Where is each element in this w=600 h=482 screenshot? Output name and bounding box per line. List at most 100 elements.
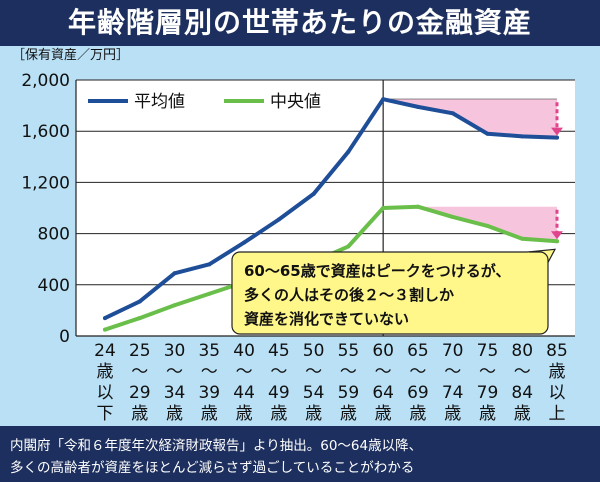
decline-arrow-head (551, 231, 563, 240)
annotation-callout: 60～65歳で資産はピークをつけるが、多くの人はその後２～３割しか資産を消化でき… (231, 248, 557, 335)
x-tick-label: 40～44歳 (233, 341, 255, 424)
legend-label: 中央値 (270, 92, 321, 112)
annotation-line: 多くの人はその後２～３割しか (244, 286, 454, 304)
data-point (381, 97, 386, 102)
decline-arrow-head (551, 127, 563, 136)
x-tick-label: 65～69歳 (407, 341, 429, 424)
annotation-line: 資産を消化できていない (244, 310, 409, 328)
data-point (207, 291, 212, 296)
average-decline-area (383, 99, 557, 138)
x-tick-label: 30～34歳 (164, 341, 186, 424)
data-point (242, 240, 247, 245)
note-line-2: 多くの高齢者が資産をほとんど減らさず過ごしていることがわかる (10, 460, 415, 476)
data-point (346, 244, 351, 249)
x-tick-part: 65 (407, 341, 429, 361)
data-point (415, 204, 420, 209)
x-tick-part: 30 (164, 341, 186, 361)
x-tick-part: 歳 (201, 404, 218, 424)
x-tick-part: 79 (477, 383, 499, 403)
x-tick-part: ～ (409, 362, 426, 382)
x-tick-part: 歳 (131, 404, 148, 424)
x-tick-part: 歳 (479, 404, 496, 424)
x-tick-part: ～ (514, 362, 531, 382)
x-tick-label: 45～49歳 (268, 341, 290, 424)
x-tick-part: 歳 (514, 404, 531, 424)
chart-area: ［保有資産／万円］ 0 400 800 1,200 1,600 2,000 24 歳以下 25… (0, 46, 600, 426)
y-tick-label: 1,200 (21, 173, 70, 193)
annotation-line: 60～65歳で資産はピークをつけるが、 (244, 262, 510, 280)
data-point (311, 191, 316, 196)
x-tick-part: ～ (201, 362, 218, 382)
data-point (207, 262, 212, 267)
x-tick-part: ～ (444, 362, 461, 382)
legend-label: 平均値 (134, 92, 185, 112)
x-tick-part: 55 (338, 341, 360, 361)
x-tick-label: 70～74歳 (442, 341, 464, 424)
x-tick-part: ～ (270, 362, 287, 382)
x-tick-part: 歳 (166, 404, 183, 424)
y-axis-label: ［保有資産／万円］ (12, 47, 129, 63)
x-tick-part: 上 (549, 404, 566, 424)
title-bar: 年齢階層別の世帯あたりの金融資産 (0, 0, 600, 46)
x-tick-part: 歳 (444, 404, 461, 424)
callout-box (231, 251, 549, 335)
x-tick-part: 69 (407, 383, 429, 403)
data-point (172, 303, 177, 308)
x-tick-part: 歳 (97, 362, 114, 382)
x-tick-part: 59 (338, 383, 360, 403)
data-point (520, 134, 525, 139)
y-tick-label: 2,000 (21, 71, 70, 91)
x-tick-part: 歳 (409, 404, 426, 424)
data-point (346, 149, 351, 154)
x-tick-part: ～ (236, 362, 253, 382)
x-tick-part: 44 (233, 383, 255, 403)
x-tick-part: ～ (131, 362, 148, 382)
y-tick-label: 1,600 (21, 122, 70, 142)
note-line-1: 内閣府「令和６年度年次経済財政報告」より抽出。60～64歳以降、 (10, 438, 423, 454)
x-tick-label: 50～54歳 (303, 341, 325, 424)
x-tick-part: 歳 (549, 362, 566, 382)
x-tick-part: 以 (549, 383, 566, 403)
x-tick-part: 75 (477, 341, 499, 361)
x-tick-part: ～ (375, 362, 392, 382)
x-tick-part: ～ (166, 362, 183, 382)
x-tick-part: ～ (479, 362, 496, 382)
data-point (450, 214, 455, 219)
x-tick-part: 39 (198, 383, 220, 403)
x-tick-labels: 24歳以下25～29歳30～34歳35～39歳40～44歳45～49歳50～54… (94, 341, 568, 424)
y-tick-label: 800 (38, 225, 70, 245)
x-tick-part: 49 (268, 383, 290, 403)
x-tick-part: 24 (94, 341, 116, 361)
data-point (485, 223, 490, 228)
x-tick-part: 歳 (270, 404, 287, 424)
x-tick-part: 歳 (340, 404, 357, 424)
data-point (172, 271, 177, 276)
legend: 平均値 中央値 (88, 92, 321, 112)
x-tick-label: 25～29歳 (129, 341, 151, 424)
y-tick-labels: 0 400 800 1,200 1,600 2,000 (21, 71, 70, 347)
x-tick-part: 74 (442, 383, 464, 403)
x-tick-part: 54 (303, 383, 325, 403)
data-point (137, 299, 142, 304)
x-tick-part: 下 (97, 404, 114, 424)
x-tick-part: 60 (372, 341, 394, 361)
x-tick-part: 45 (268, 341, 290, 361)
x-tick-part: 35 (198, 341, 220, 361)
x-tick-part: 50 (303, 341, 325, 361)
chart-title: 年齢階層別の世帯あたりの金融資産 (67, 6, 532, 39)
callout-joint (526, 252, 545, 270)
x-tick-label: 75～79歳 (477, 341, 499, 424)
x-tick-part: 歳 (305, 404, 322, 424)
data-point (381, 206, 386, 210)
data-point (485, 131, 490, 136)
x-tick-part: 40 (233, 341, 255, 361)
x-tick-part: 84 (511, 383, 533, 403)
x-tick-part: ～ (305, 362, 322, 382)
x-tick-part: 64 (372, 383, 394, 403)
data-point (520, 236, 525, 241)
x-tick-label: 60～64歳 (372, 341, 394, 424)
y-tick-label: 400 (38, 276, 70, 296)
x-tick-part: 歳 (236, 404, 253, 424)
